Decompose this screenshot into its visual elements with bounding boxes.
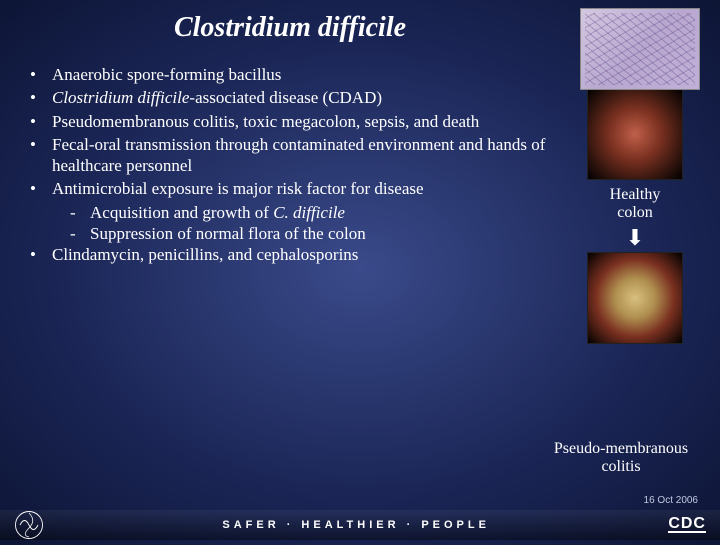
bullet-dot-icon: • (30, 64, 52, 85)
bullet-text: Antimicrobial exposure is major risk fac… (52, 178, 550, 199)
bullet-text: Clostridium difficile-associated disease… (52, 87, 550, 108)
footer-bar: SAFER · HEALTHIER · PEOPLE CDC (0, 510, 720, 540)
bullet-text: Fecal-oral transmission through contamin… (52, 134, 550, 177)
hhs-logo-icon (14, 510, 44, 540)
bullet-dot-icon: • (30, 178, 52, 199)
bullet-text: Anaerobic spore-forming bacillus (52, 64, 550, 85)
bullet-item: •Fecal-oral transmission through contami… (30, 134, 550, 177)
healthy-colon-image (587, 88, 683, 180)
diseased-colon-image (587, 252, 683, 344)
microscopy-image (580, 8, 700, 90)
sub-bullet-item: -Suppression of normal flora of the colo… (30, 223, 550, 244)
bullet-item: •Pseudomembranous colitis, toxic megacol… (30, 111, 550, 132)
bullet-item: •Clostridium difficile-associated diseas… (30, 87, 550, 108)
image-column: Healthy colon ⬇ (560, 64, 710, 344)
caption-text: colitis (601, 458, 640, 475)
bullet-dot-icon: • (30, 134, 52, 177)
dash-icon: - (70, 202, 90, 223)
bullet-text: Pseudomembranous colitis, toxic megacolo… (52, 111, 550, 132)
sub-bullet-text: Acquisition and growth of C. difficile (90, 202, 345, 223)
bullet-dot-icon: • (30, 244, 52, 265)
dash-icon: - (70, 223, 90, 244)
caption-text: colon (617, 204, 653, 221)
bullet-dot-icon: • (30, 111, 52, 132)
cdc-logo: CDC (668, 517, 706, 533)
footer-tagline: SAFER · HEALTHIER · PEOPLE (222, 519, 490, 531)
date-stamp: 16 Oct 2006 (644, 495, 698, 506)
caption-text: Healthy (610, 186, 661, 203)
sub-bullet-item: -Acquisition and growth of C. difficile (30, 202, 550, 223)
bullet-text: Clindamycin, penicillins, and cephalospo… (52, 244, 550, 265)
sub-bullet-text: Suppression of normal flora of the colon (90, 223, 366, 244)
healthy-caption: Healthy colon (610, 186, 661, 223)
bullet-item: •Anaerobic spore-forming bacillus (30, 64, 550, 85)
bullet-list: •Anaerobic spore-forming bacillus•Clostr… (30, 64, 560, 344)
bullet-item: •Clindamycin, penicillins, and cephalosp… (30, 244, 550, 265)
bullet-item: •Antimicrobial exposure is major risk fa… (30, 178, 550, 199)
caption-text: Pseudo-membranous (554, 440, 688, 457)
arrow-down-icon: ⬇ (626, 229, 644, 247)
diseased-caption: Pseudo-membranous colitis (536, 440, 706, 477)
bullet-dot-icon: • (30, 87, 52, 108)
